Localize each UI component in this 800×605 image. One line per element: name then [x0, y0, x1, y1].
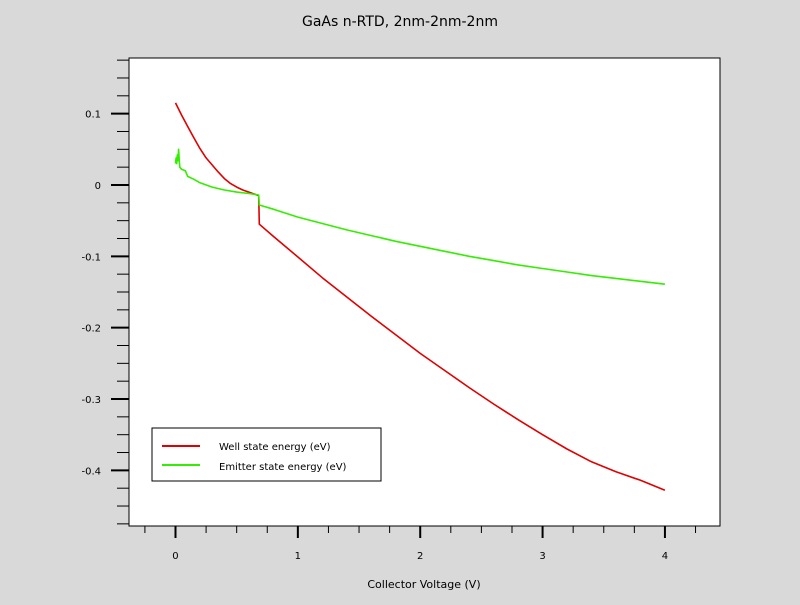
legend: Well state energy (eV) Emitter state ene… — [151, 427, 382, 482]
legend-box — [151, 427, 382, 482]
y-tick-label: 0 — [95, 181, 101, 192]
y-tick-label: -0.2 — [81, 324, 101, 335]
x-tick-label: 4 — [662, 551, 668, 562]
y-tick-label: -0.4 — [81, 466, 101, 477]
x-tick-label: 2 — [417, 551, 423, 562]
series-layer — [174, 102, 666, 492]
series-line-emitter-state — [174, 148, 665, 285]
chart-title: GaAs n-RTD, 2nm-2nm-2nm — [302, 14, 498, 30]
y-tick-label: 0.1 — [85, 110, 101, 121]
x-tick-label: 3 — [539, 551, 545, 562]
legend-label-well-state: Well state energy (eV) — [219, 442, 331, 453]
y-axis: 0.1 0 -0.1 -0.2 -0.3 -0.4 — [81, 59, 129, 525]
x-axis: 0 1 2 3 4 — [144, 526, 697, 562]
y-tick-label: -0.3 — [81, 395, 101, 406]
series-line-well-state — [174, 102, 666, 492]
y-tick-label: -0.1 — [81, 252, 101, 263]
x-tick-label: 1 — [295, 551, 301, 562]
x-axis-label: Collector Voltage (V) — [367, 578, 480, 591]
legend-label-emitter-state: Emitter state energy (eV) — [219, 462, 347, 473]
x-tick-label: 0 — [172, 551, 178, 562]
